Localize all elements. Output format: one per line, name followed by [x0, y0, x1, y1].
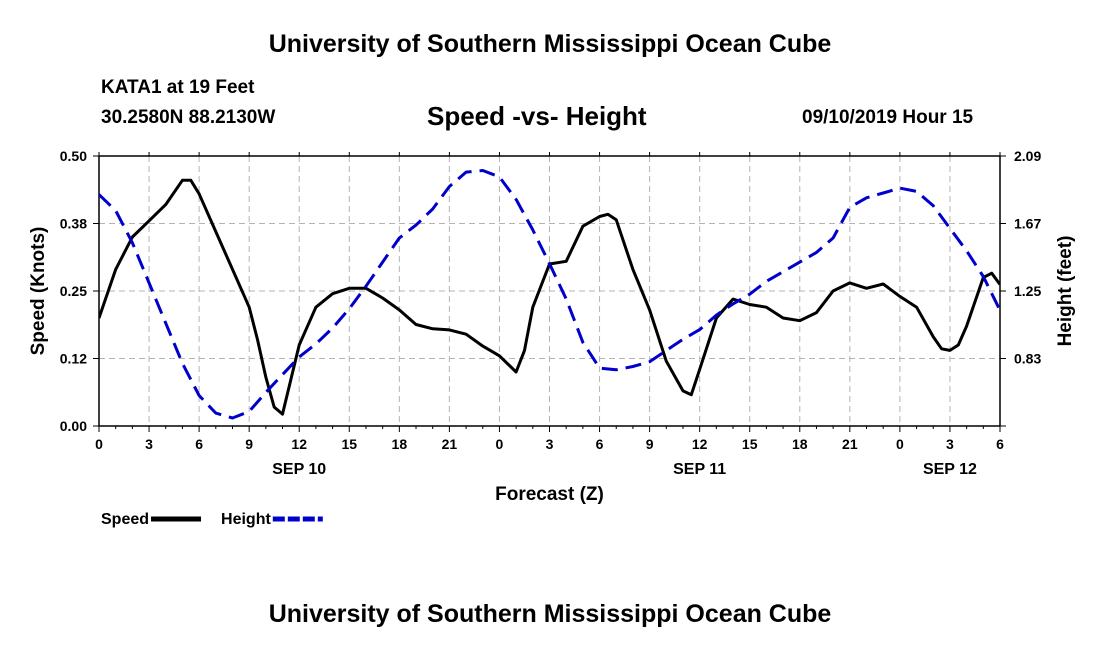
x-tick-label: 6	[996, 436, 1004, 452]
page-title: University of Southern Mississippi Ocean…	[268, 30, 832, 58]
x-tick-label: 18	[392, 436, 408, 452]
x-tick-label: 0	[95, 436, 103, 452]
x-tick-label: 21	[442, 436, 458, 452]
y2-tick-label: 1.25	[1014, 283, 1041, 299]
y-tick-label: 0.00	[60, 418, 87, 434]
x-tick-label: 12	[692, 436, 708, 452]
legend-label-speed: Speed	[101, 511, 149, 528]
station-label: KATA1 at 19 Feet	[101, 77, 255, 98]
y-axis-title: Speed (Knots)	[28, 227, 49, 356]
x-tick-label: 3	[145, 436, 153, 452]
y2-tick-label: 0.83	[1014, 351, 1041, 367]
forecast-timestamp: 09/10/2019 Hour 15	[802, 107, 974, 128]
x-tick-label: 12	[291, 436, 307, 452]
x-tick-label: 0	[896, 436, 904, 452]
legend-label-height: Height	[221, 511, 271, 528]
chart-title: Speed -vs- Height	[427, 101, 647, 131]
x-tick-label: 15	[341, 436, 357, 452]
series-line-height	[99, 169, 1000, 420]
x-tick-label: 9	[646, 436, 654, 452]
y2-tick-label: 2.09	[1014, 148, 1041, 164]
y2-axis-title: Height (feet)	[1055, 236, 1076, 347]
x-axis-title: Forecast (Z)	[495, 484, 604, 505]
x-tick-label: 9	[245, 436, 253, 452]
x-tick-label: 6	[195, 436, 203, 452]
y-tick-label: 0.50	[60, 148, 87, 164]
x-tick-label: 15	[742, 436, 758, 452]
x-tick-label: 3	[546, 436, 554, 452]
x-tick-label: 18	[792, 436, 808, 452]
station-coordinates: 30.2580N 88.2130W	[101, 107, 276, 128]
date-label: SEP 10	[272, 461, 326, 478]
x-tick-label: 3	[946, 436, 954, 452]
y-tick-label: 0.12	[60, 351, 87, 367]
date-label: SEP 11	[673, 461, 726, 478]
x-tick-label: 21	[842, 436, 858, 452]
x-tick-label: 6	[596, 436, 604, 452]
x-tick-label: 0	[496, 436, 504, 452]
date-label: SEP 12	[923, 461, 977, 478]
footer-title: University of Southern Mississippi Ocean…	[268, 600, 832, 628]
y-tick-label: 0.38	[60, 216, 87, 232]
y2-tick-label: 1.67	[1014, 216, 1041, 232]
y-tick-label: 0.25	[60, 283, 87, 299]
series-line-speed	[99, 178, 1000, 416]
